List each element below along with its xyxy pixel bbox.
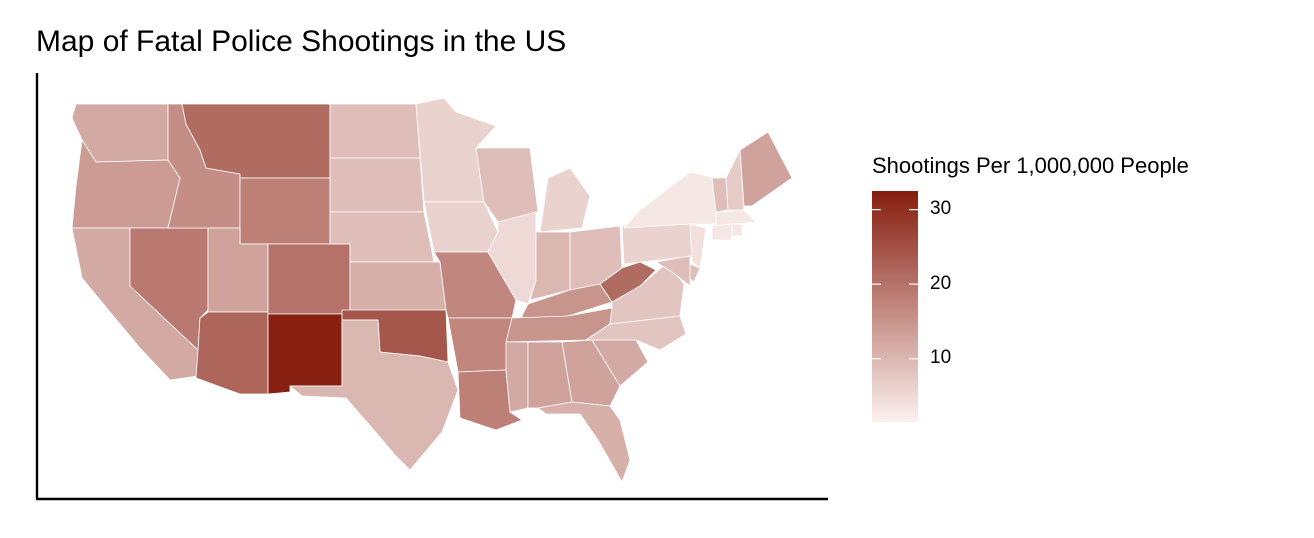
state-virginia: [609, 261, 685, 325]
legend-tick-label: 10: [930, 347, 952, 368]
state-texas: [289, 319, 459, 471]
state-michigan: [539, 167, 591, 233]
state-arizona: [195, 311, 269, 395]
legend-title: Shootings Per 1,000,000 People: [872, 153, 1189, 178]
state-shapes: [71, 97, 793, 483]
state-north-dakota: [329, 103, 421, 159]
state-kansas: [349, 261, 447, 315]
state-connecticut: [711, 223, 733, 241]
state-south-dakota: [329, 157, 425, 213]
state-massachusetts: [715, 209, 757, 227]
state-mississippi: [505, 341, 529, 413]
state-new-mexico: [267, 313, 343, 395]
state-rhode-island: [731, 223, 743, 237]
legend-colorbar: [872, 191, 918, 422]
state-florida: [537, 401, 631, 483]
state-arkansas: [447, 317, 513, 373]
state-west-virginia: [599, 261, 657, 303]
state-illinois: [487, 211, 537, 305]
state-new-york: [623, 171, 717, 229]
state-indiana: [529, 231, 571, 301]
state-new-jersey: [689, 223, 707, 269]
chart-title: Map of Fatal Police Shootings in the US: [36, 25, 567, 58]
state-wyoming: [239, 177, 331, 245]
legend-tick-label: 20: [930, 273, 952, 294]
legend-tick-marks: [872, 209, 918, 360]
state-maine: [739, 131, 793, 207]
state-maryland: [655, 255, 691, 287]
legend-tick-label: 30: [930, 198, 952, 219]
legend-gradient: [872, 191, 918, 422]
state-colorado: [267, 243, 351, 315]
state-iowa: [423, 201, 499, 253]
